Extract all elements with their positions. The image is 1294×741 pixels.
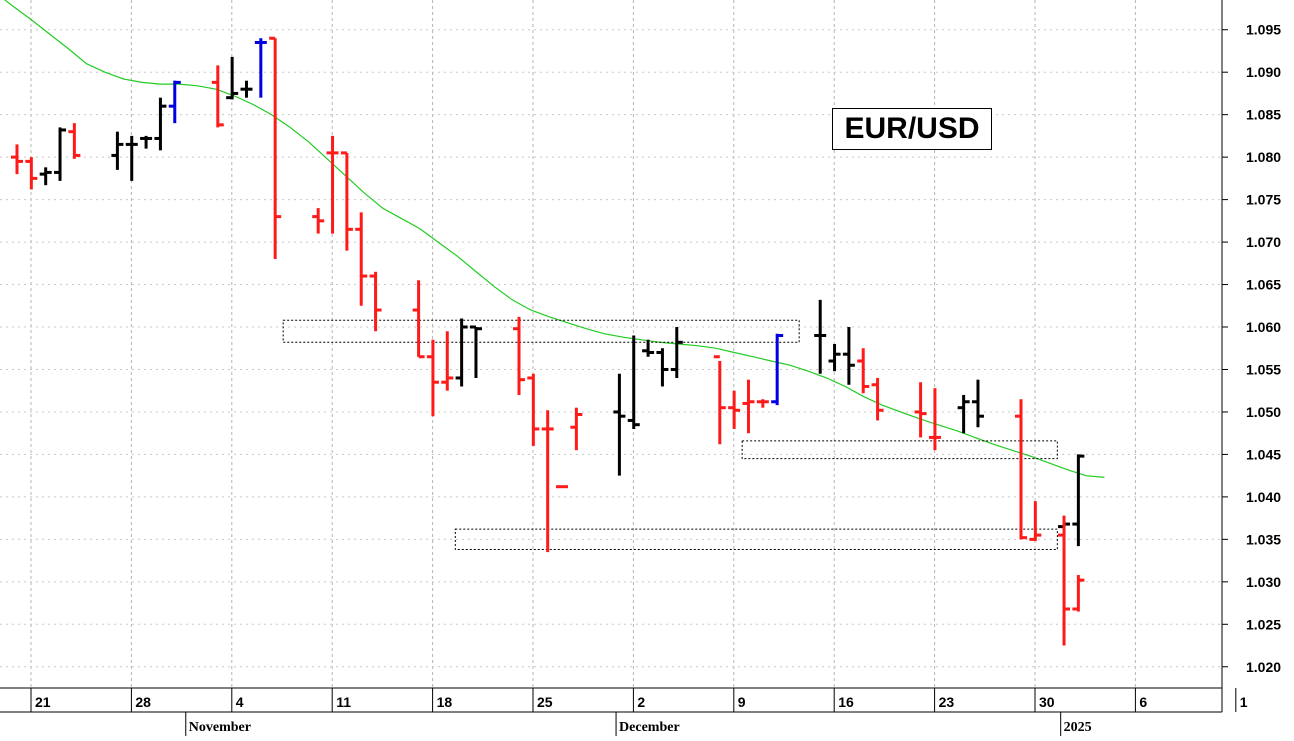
ohlc-bar [914, 382, 927, 438]
ohlc-bar [1029, 501, 1042, 542]
ohlc-bar [125, 135, 138, 181]
x-tick-label: 25 [537, 694, 553, 710]
ohlc-bar [627, 335, 640, 429]
ohlc-bar [240, 80, 253, 98]
x-tick-label: 11 [336, 694, 351, 710]
ohlc-bar [426, 339, 439, 417]
y-tick-label: 1.045 [1246, 446, 1281, 462]
y-tick-label: 1.070 [1246, 234, 1281, 250]
ohlc-bar [957, 394, 970, 434]
ohlc-bar [771, 333, 784, 406]
ohlc-bar [39, 167, 52, 186]
ohlc-bar [928, 388, 941, 451]
y-tick-label: 1.050 [1246, 404, 1281, 420]
ohlc-bar [455, 318, 468, 387]
ohlc-bar [340, 151, 353, 251]
ohlc-bar [369, 271, 382, 332]
y-tick-label: 1.035 [1246, 531, 1281, 547]
ohlc-bar [857, 348, 870, 394]
ohlc-bar [642, 339, 655, 357]
x-tick-label: 1 [1240, 694, 1248, 710]
ohlc-bar [211, 65, 224, 128]
ohlc-bar [469, 325, 482, 378]
x-tick-label: 16 [838, 694, 854, 710]
x-tick-label: 28 [135, 694, 151, 710]
ohlc-bar [11, 144, 23, 175]
ohlc-bar [254, 38, 267, 98]
chart-title: EUR/USD [832, 108, 992, 150]
x-tick-label: 23 [939, 694, 955, 710]
ohlc-bar [140, 135, 153, 149]
ohlc-bar [728, 390, 741, 429]
y-tick-label: 1.085 [1246, 107, 1281, 123]
ohlc-bar [513, 316, 525, 395]
x-tick-label: 4 [236, 694, 244, 710]
ohlc-bar [111, 131, 124, 170]
y-tick-label: 1.065 [1246, 277, 1281, 293]
month-label: November [189, 720, 251, 735]
ohlc-bar [828, 344, 841, 372]
ohlc-bar [412, 280, 425, 359]
x-tick-label: 18 [437, 694, 453, 710]
ohlc-bar [1072, 575, 1085, 612]
ohlc-bar [1058, 515, 1071, 646]
ohlc-bar [541, 410, 554, 553]
ohlc-bar [54, 127, 67, 181]
y-tick-label: 1.060 [1246, 319, 1281, 335]
support-resistance-box [741, 440, 1058, 460]
y-tick-label: 1.090 [1246, 64, 1281, 80]
y-tick-label: 1.075 [1246, 192, 1281, 208]
month-label: 2025 [1064, 720, 1092, 735]
ohlc-bar [570, 407, 583, 451]
ohlc-bar [814, 299, 827, 374]
ohlc-bar [355, 212, 368, 306]
ohlc-bar [312, 208, 325, 234]
ohlc-bar [971, 379, 984, 428]
month-label: December [619, 720, 680, 735]
ohlc-bar [68, 123, 81, 159]
ohlc-bar [269, 36, 282, 260]
ohlc-bar [168, 80, 181, 124]
ohlc-bar [441, 331, 454, 391]
ohlc-bar [842, 327, 855, 385]
x-tick-label: 6 [1139, 694, 1147, 710]
y-tick-label: 1.055 [1246, 361, 1281, 377]
ohlc-bar [527, 373, 540, 446]
ohlc-bar [1015, 399, 1027, 540]
ohlc-bar [742, 379, 755, 434]
x-tick-label: 9 [738, 694, 746, 710]
ohlc-bar [656, 348, 669, 387]
ohlc-bar [713, 355, 726, 445]
ohlc-bar [1072, 454, 1085, 547]
support-resistance-box [282, 319, 800, 343]
y-tick-label: 1.025 [1246, 616, 1281, 632]
ohlc-bar [670, 327, 683, 378]
ohlc-bar [154, 97, 167, 151]
y-tick-label: 1.040 [1246, 489, 1281, 505]
ohlc-bar [326, 135, 339, 234]
ohlc-bar [226, 56, 239, 100]
x-tick-label: 2 [637, 694, 645, 710]
y-tick-label: 1.080 [1246, 149, 1281, 165]
ohlc-bar [756, 399, 769, 408]
x-tick-label: 21 [35, 694, 51, 710]
y-tick-label: 1.020 [1246, 659, 1281, 675]
ohlc-bar [613, 373, 626, 476]
x-tick-label: 30 [1039, 694, 1055, 710]
ohlc-bar [871, 377, 884, 421]
y-tick-label: 1.095 [1246, 22, 1281, 38]
y-tick-label: 1.030 [1246, 574, 1281, 590]
ohlc-bar [25, 157, 38, 190]
support-resistance-box [454, 528, 1058, 551]
